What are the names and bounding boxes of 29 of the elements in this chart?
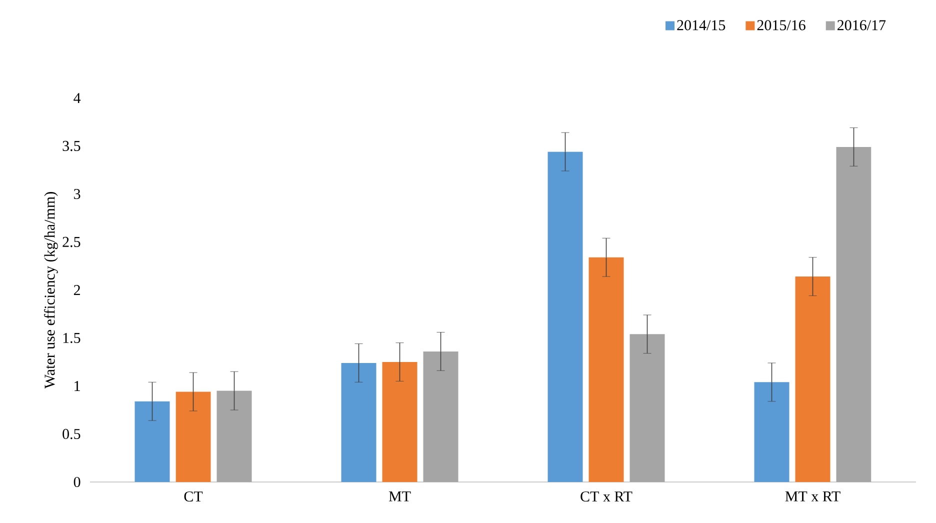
bar	[630, 334, 665, 482]
y-tick-label: 1.5	[63, 332, 80, 344]
y-tick-label: 3.5	[62, 140, 80, 152]
bar	[423, 351, 458, 482]
bar	[216, 390, 252, 482]
y-tick-label: 0.5	[62, 428, 80, 440]
bar	[382, 362, 418, 482]
y-tick-label: 3	[74, 188, 80, 200]
bar	[176, 392, 211, 482]
bar	[341, 362, 376, 482]
bar	[754, 382, 790, 482]
x-tick-label: CT x RT	[580, 491, 632, 502]
bar	[134, 401, 170, 482]
y-axis-title: Water use efficiency (kg/ha/mm)	[44, 192, 58, 389]
bar	[588, 257, 624, 482]
y-tick-label: 0	[74, 476, 80, 488]
x-tick-label: CT	[184, 491, 203, 502]
y-tick-label: 1	[74, 381, 80, 391]
y-tick-label: 2.5	[62, 236, 80, 248]
y-tick-label: 4	[74, 93, 81, 103]
x-tick-label: MT x RT	[785, 491, 840, 502]
y-tick-label: 2	[74, 285, 80, 295]
x-tick-label: MT	[388, 491, 411, 502]
bar	[795, 276, 830, 482]
legend-label: 2015/16	[757, 20, 806, 30]
legend-label: 2014/15	[677, 20, 726, 30]
bar	[836, 146, 872, 482]
legend-label: 2016/17	[838, 20, 886, 30]
bar	[548, 152, 583, 482]
